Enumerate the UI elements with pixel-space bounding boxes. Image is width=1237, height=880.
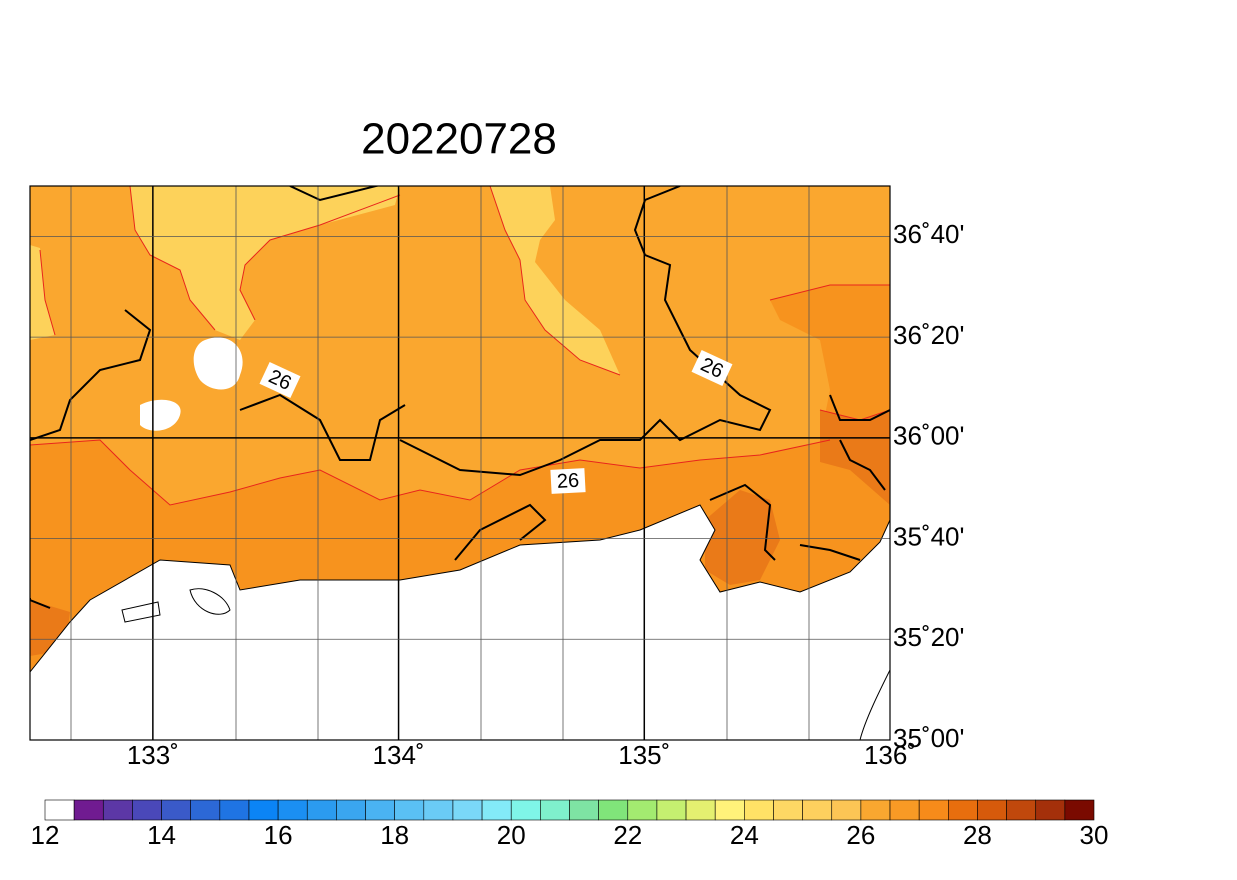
x-axis-label: 136˚ [864, 740, 916, 770]
y-axis-label: 36˚20' [893, 320, 964, 350]
contour-label-bg [691, 349, 733, 387]
island [193, 337, 243, 390]
colorbar-box [1035, 799, 1066, 821]
contour-label-box: 26 [550, 468, 586, 494]
colorbar-box [102, 799, 133, 821]
colorbar-box [1006, 799, 1037, 821]
colorbar-label: 20 [497, 820, 526, 850]
y-axis-label: 36˚40' [893, 219, 964, 249]
colorbar-box [132, 799, 162, 821]
colorbar-label: 26 [846, 820, 875, 850]
isotherm [30, 186, 890, 506]
colorbar-box [219, 799, 250, 821]
colorbar-box [918, 799, 949, 821]
colorbar-box [277, 799, 308, 821]
colorbar-box [1064, 799, 1095, 821]
colorbar-label: 12 [31, 820, 60, 850]
island [140, 399, 181, 431]
x-axis-label: 134˚ [373, 740, 425, 770]
colorbar-box [773, 799, 803, 821]
colorbar-box [452, 799, 483, 821]
colorbar-label: 28 [963, 820, 992, 850]
colorbar-box [540, 799, 570, 821]
colorbar-label: 30 [1080, 820, 1109, 850]
colorbar-box [598, 799, 629, 821]
y-axis-label: 35˚20' [893, 622, 964, 652]
y-axis-label: 35˚40' [893, 521, 964, 551]
map-title: 20220728 [361, 115, 557, 164]
colorbar-label: 18 [380, 820, 409, 850]
colorbar-box [685, 799, 716, 821]
colorbar-box [190, 799, 221, 821]
colorbar-label: 14 [147, 820, 176, 850]
colorbar-box [889, 799, 920, 821]
colorbar-box [44, 799, 75, 821]
colorbar-box [977, 799, 1007, 821]
field-warm-light [130, 186, 400, 340]
colorbar-box [831, 799, 862, 821]
colorbar-label: 24 [730, 820, 759, 850]
contour-label: 26 [556, 470, 579, 493]
colorbar-box [336, 799, 366, 821]
y-axis-label: 36˚00' [893, 421, 964, 451]
x-axis-label: 133˚ [127, 740, 179, 770]
graticule [70, 186, 810, 740]
colorbar-box [627, 799, 658, 821]
contour-label-bg [259, 361, 301, 399]
coastline [121, 588, 231, 623]
colorbar-label: 22 [613, 820, 642, 850]
coastline [859, 669, 890, 740]
y-axis-label: 35˚00' [893, 723, 964, 753]
colorbar-box [306, 799, 337, 821]
colorbar-box [860, 799, 891, 821]
field-warmest [820, 410, 890, 505]
colorbar: 12 14 16 18 20 22 24 26 28 30 [31, 799, 1109, 850]
grid [30, 186, 890, 740]
isotherm-26 [30, 186, 890, 609]
x-axis-label: 135˚ [618, 740, 670, 770]
colorbar-box [569, 799, 599, 821]
field-warm-light [490, 186, 620, 375]
colorbar-box [394, 799, 425, 821]
colorbar-box [481, 799, 512, 821]
colorbar-box [510, 799, 541, 821]
field-warmest [705, 490, 780, 585]
temperature-field [30, 186, 890, 740]
map-frame [29, 185, 891, 741]
colorbar-box [423, 799, 454, 821]
colorbar-box [161, 799, 191, 821]
colorbar-box [656, 799, 687, 821]
colorbar-box [248, 799, 279, 821]
colorbar-box [948, 799, 978, 821]
colorbar-box [802, 799, 833, 821]
colorbar-box [744, 799, 774, 821]
contour-label-bg [550, 468, 586, 494]
colorbar-box [365, 799, 395, 821]
colorbar-label: 16 [264, 820, 293, 850]
field-warm-light [30, 245, 55, 340]
colorbar-box [73, 799, 104, 821]
colorbar-box [714, 799, 745, 821]
field-warmer [770, 285, 890, 440]
